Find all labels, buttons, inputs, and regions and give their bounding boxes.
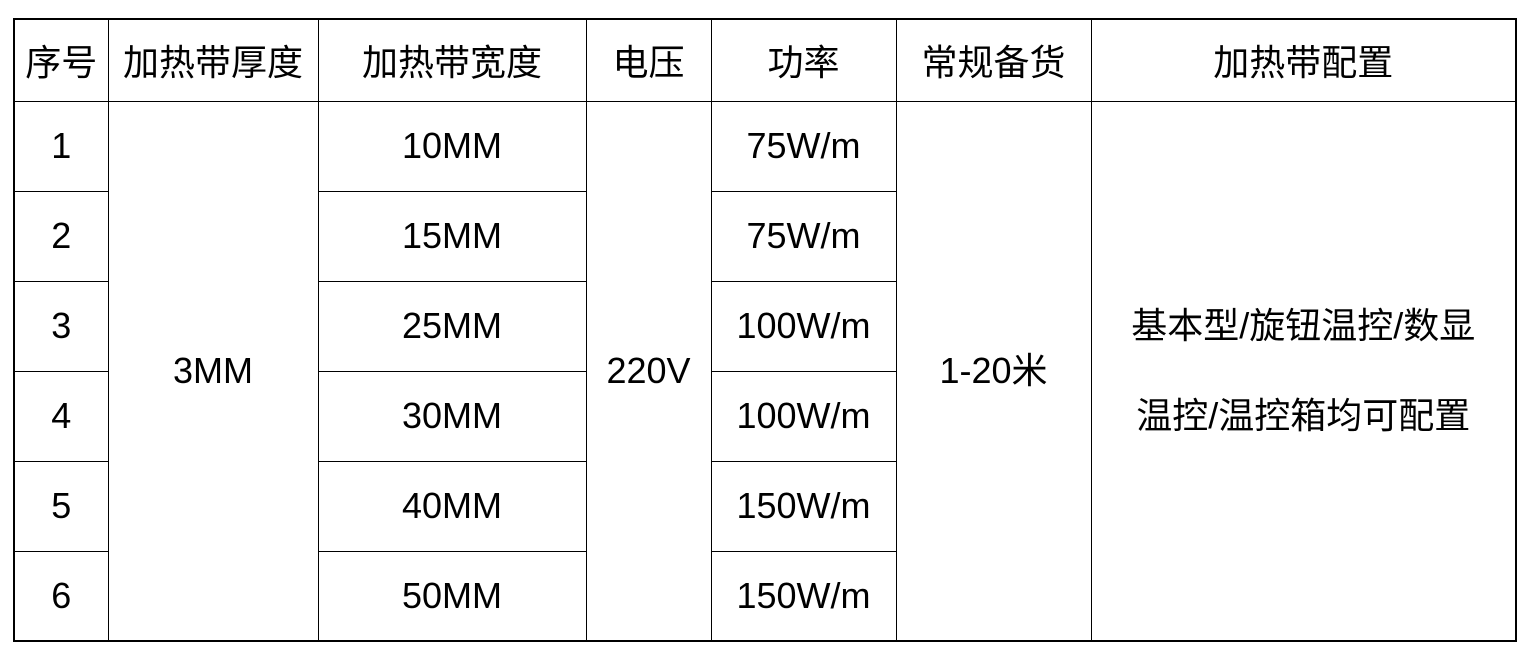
table-row: 2 15MM 75W/m xyxy=(13,190,1516,282)
serial-cell: 6 xyxy=(13,550,109,642)
belt-width-cell: 40MM xyxy=(317,460,587,552)
table-row: 1 3MM 10MM 220V 75W/m 1-20米 基本型/旋钮温控/数显 … xyxy=(13,100,1517,642)
power-cell: 75W/m xyxy=(710,100,897,192)
belt-width-cell: 25MM xyxy=(317,280,587,372)
serial-cell: 5 xyxy=(13,460,109,552)
belt-width-cell: 15MM xyxy=(317,190,587,282)
power-cell: 100W/m xyxy=(710,370,897,462)
col-header-power: 功率 xyxy=(710,18,897,102)
table-row: 3 25MM 100W/m xyxy=(13,280,1516,372)
config-cell: 基本型/旋钮温控/数显 温控/温控箱均可配置 xyxy=(1090,100,1517,642)
serial-cell: 3 xyxy=(13,280,109,372)
power-cell: 75W/m xyxy=(710,190,897,282)
power-cell: 150W/m xyxy=(710,550,897,642)
stock-cell: 1-20米 xyxy=(895,100,1092,642)
col-header-voltage: 电压 xyxy=(585,18,712,102)
power-cell: 150W/m xyxy=(710,460,897,552)
serial-cell: 2 xyxy=(13,190,109,282)
belt-width-cell: 30MM xyxy=(317,370,587,462)
col-header-serial: 序号 xyxy=(13,18,109,102)
table-row: 4 30MM 100W/m xyxy=(13,370,1516,462)
belt-width-cell: 50MM xyxy=(317,550,587,642)
col-header-config: 加热带配置 xyxy=(1090,18,1517,102)
col-header-belt-width: 加热带宽度 xyxy=(317,18,587,102)
belt-width-cell: 10MM xyxy=(317,100,587,192)
table-row: 5 40MM 150W/m xyxy=(13,460,1516,552)
serial-cell: 1 xyxy=(13,100,109,192)
serial-cell: 4 xyxy=(13,370,109,462)
thickness-cell: 3MM xyxy=(107,100,319,642)
voltage-cell: 220V xyxy=(585,100,712,642)
config-line-2: 温控/温控箱均可配置 xyxy=(1136,394,1471,436)
col-header-thickness: 加热带厚度 xyxy=(107,18,319,102)
col-header-stock: 常规备货 xyxy=(895,18,1092,102)
config-line-1: 基本型/旋钮温控/数显 xyxy=(1131,304,1476,346)
heating-belt-spec-table: 序号 加热带厚度 加热带宽度 电压 功率 常规备货 加热带配置 1 3MM 10… xyxy=(13,18,1517,642)
power-cell: 100W/m xyxy=(710,280,897,372)
table-row: 6 50MM 150W/m xyxy=(13,550,1516,642)
header-row: 序号 加热带厚度 加热带宽度 电压 功率 常规备货 加热带配置 xyxy=(13,18,1517,102)
